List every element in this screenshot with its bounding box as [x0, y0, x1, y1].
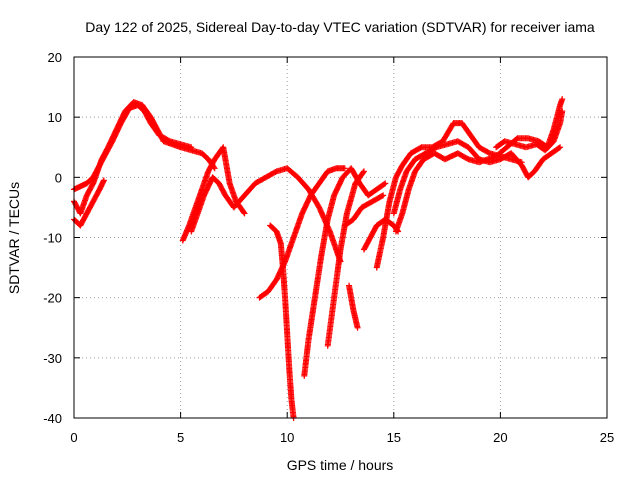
y-tick-label: 10 [48, 110, 62, 125]
data-points [71, 96, 566, 421]
y-tick-label: 20 [48, 50, 62, 65]
data-point [360, 169, 367, 176]
x-tick-label: 15 [387, 430, 401, 445]
data-point [382, 180, 389, 187]
data-point [240, 209, 247, 216]
x-tick-label: 25 [600, 430, 614, 445]
y-tick-label: -10 [43, 231, 62, 246]
x-tick-label: 10 [280, 430, 294, 445]
y-tick-label: -20 [43, 291, 62, 306]
y-tick-label: -40 [43, 411, 62, 426]
series-sat-c [71, 177, 107, 229]
series-sat-i [324, 168, 367, 349]
data-point [354, 324, 361, 331]
series-sat-p [493, 108, 566, 154]
y-axis-label: SDTVAR / TECUs [6, 182, 22, 294]
data-point [556, 145, 563, 152]
data-point [559, 108, 566, 115]
data-point [211, 165, 218, 172]
data-point [557, 144, 564, 151]
x-tick-label: 5 [177, 430, 184, 445]
data-point [378, 193, 385, 200]
y-tick-label: 0 [55, 170, 62, 185]
data-point [241, 210, 248, 217]
series-sat-h [301, 165, 389, 379]
series-sat-d [179, 144, 248, 244]
x-tick-label: 0 [70, 430, 77, 445]
data-point [188, 144, 195, 151]
series-sat-k [341, 192, 387, 229]
series-sat-g [267, 222, 297, 421]
x-axis: 0 5 10 15 20 25 [70, 57, 614, 445]
series-sat-j [346, 282, 361, 331]
x-axis-label: GPS time / hours [287, 457, 394, 473]
data-point [360, 168, 367, 175]
chart-title: Day 122 of 2025, Sidereal Day-to-day VTE… [85, 19, 595, 35]
data-point [381, 181, 388, 188]
y-axis: 20 10 0 -10 -20 -30 -40 [43, 50, 607, 426]
data-point [341, 165, 348, 172]
data-point [100, 177, 107, 184]
y-tick-label: -30 [43, 351, 62, 366]
data-point [559, 96, 566, 103]
x-tick-label: 20 [493, 430, 507, 445]
data-point [380, 192, 387, 199]
series-sat-f [256, 165, 348, 301]
grid [74, 57, 607, 418]
